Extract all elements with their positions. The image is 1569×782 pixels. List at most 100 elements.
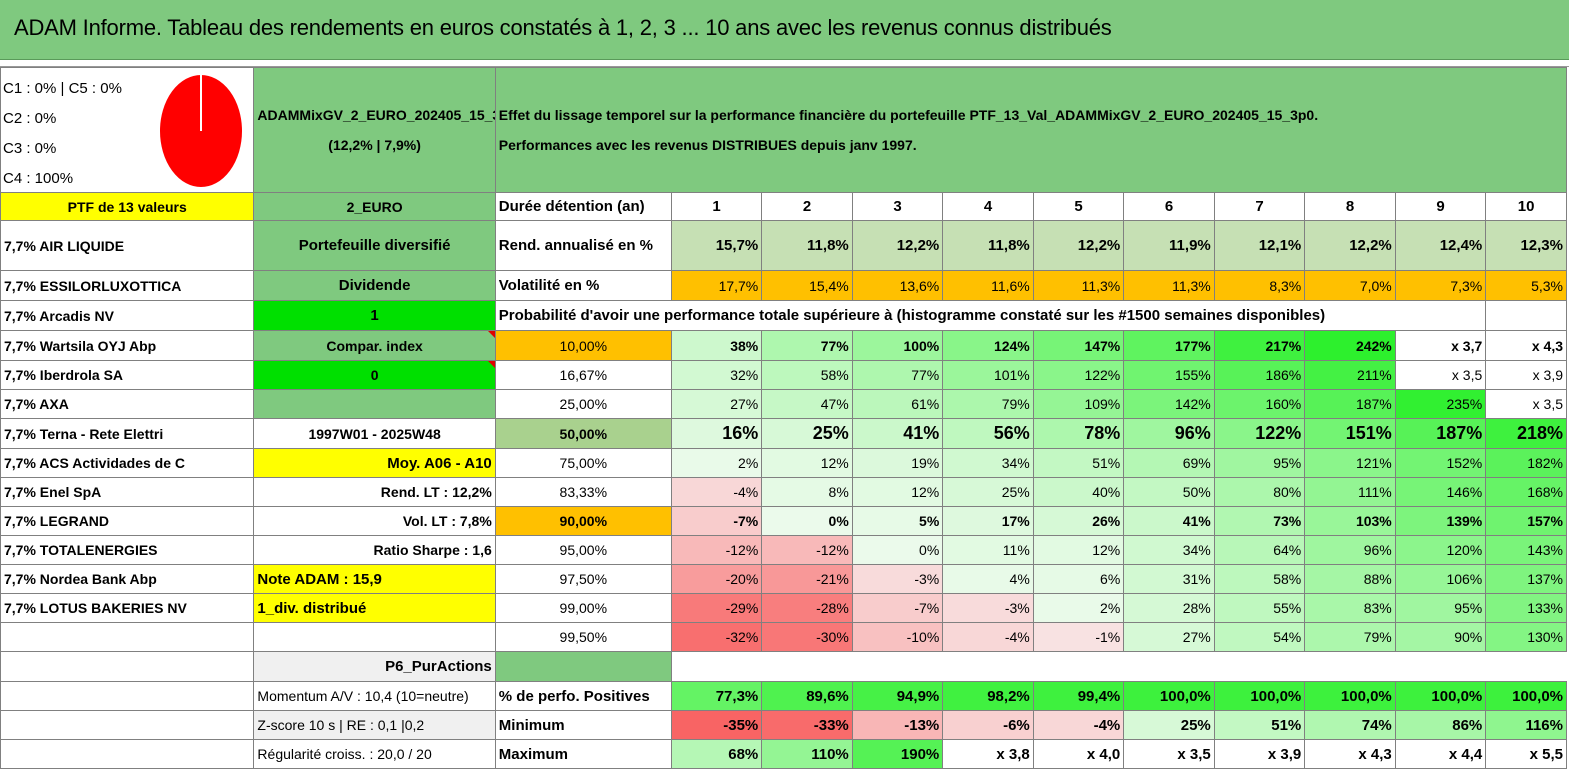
probability-value: 120% <box>1394 535 1487 565</box>
probability-value: -1% <box>1032 622 1125 652</box>
fund-name: ADAMMixGV_2_EURO_202405_15_3p0 <box>257 107 496 123</box>
holding-item: 7,7% LOTUS BAKERIES NV <box>0 593 255 623</box>
vol-value: 5,3% <box>1485 270 1567 301</box>
year-header: 10 <box>1485 192 1567 221</box>
minimum-value: 116% <box>1485 710 1567 740</box>
probability-value: 51% <box>1032 448 1125 478</box>
description-cell: Effet du lissage temporel sur la perform… <box>494 67 1568 193</box>
probability-value: x 4,3 <box>1485 330 1567 361</box>
probability-level: 90,00% <box>494 506 672 536</box>
holding-item: 7,7% Arcadis NV <box>0 300 255 331</box>
probability-value: 31% <box>1123 564 1215 594</box>
probability-value: 79% <box>942 389 1034 419</box>
probability-value: 32% <box>670 360 763 390</box>
probability-value: 2% <box>670 448 763 478</box>
holding-item: 7,7% AXA <box>0 389 255 419</box>
probability-value: -30% <box>761 622 853 652</box>
compar-index-value: 0 <box>253 360 496 390</box>
pie-label-c4: C4 : 100% <box>3 170 74 187</box>
probability-value: 122% <box>1032 360 1125 390</box>
probability-value: 155% <box>1123 360 1215 390</box>
probability-value: -4% <box>942 622 1034 652</box>
maximum-value: x 4,4 <box>1394 739 1487 769</box>
probability-value: 12% <box>851 477 944 507</box>
year-header: 9 <box>1394 192 1487 221</box>
vol-label: Volatilité en % <box>494 270 672 301</box>
rend-value: 12,3% <box>1485 220 1567 271</box>
probability-level: 83,33% <box>494 477 672 507</box>
portfolio-type: Portefeuille diversifié <box>253 220 496 271</box>
vol-value: 11,6% <box>942 270 1034 301</box>
probability-value: 151% <box>1304 418 1396 449</box>
vol-value: 8,3% <box>1213 270 1306 301</box>
positive-value: 100,0% <box>1485 681 1567 711</box>
positive-value: 100,0% <box>1123 681 1215 711</box>
positive-value: 94,9% <box>851 681 944 711</box>
minimum-value: -33% <box>761 710 853 740</box>
probability-value: 55% <box>1213 593 1306 623</box>
duration-label: Durée détention (an) <box>494 192 672 221</box>
probability-value: 78% <box>1032 418 1125 449</box>
probability-value: 27% <box>1123 622 1215 652</box>
probability-value: 38% <box>670 330 763 361</box>
probability-value: 5% <box>851 506 944 536</box>
probability-value: 54% <box>1213 622 1306 652</box>
probability-value: 26% <box>1032 506 1125 536</box>
vol-lt: Vol. LT : 7,8% <box>253 506 496 536</box>
probability-value: 12% <box>761 448 853 478</box>
empty-cell <box>671 652 1566 682</box>
period-range: 1997W01 - 2025W48 <box>253 418 496 449</box>
probability-level: 99,00% <box>494 593 672 623</box>
dividend-value: 1 <box>253 300 496 331</box>
pie-label-c1c5: C1 : 0% | C5 : 0% <box>3 80 122 97</box>
holding-item: 7,7% TOTALENERGIES <box>0 535 255 565</box>
year-header: 2 <box>761 192 853 221</box>
probability-value: -28% <box>761 593 853 623</box>
moy-range: Moy. A06 - A10 <box>253 448 496 478</box>
holding-item: 7,7% Nordea Bank Abp <box>0 564 255 594</box>
separator <box>0 60 1569 67</box>
rend-value: 11,8% <box>761 220 853 271</box>
probability-value: 106% <box>1394 564 1487 594</box>
momentum-value: Momentum A/V : 10,4 (10=neutre) <box>253 681 496 711</box>
empty-info-cell <box>253 389 496 419</box>
maximum-value: 190% <box>851 739 944 769</box>
probability-value: 58% <box>1213 564 1306 594</box>
probability-value: -3% <box>942 593 1034 623</box>
probability-value: 242% <box>1304 330 1396 361</box>
performance-table: C1 : 0% | C5 : 0% C2 : 0% C3 : 0% C4 : 1… <box>0 67 1568 769</box>
positive-label: % de perfo. Positives <box>494 681 672 711</box>
probability-value: 79% <box>1304 622 1396 652</box>
probability-value: 122% <box>1213 418 1306 449</box>
probability-value: 143% <box>1485 535 1567 565</box>
probability-value: 88% <box>1304 564 1396 594</box>
vol-value: 13,6% <box>851 270 944 301</box>
probability-value: 100% <box>851 330 944 361</box>
dividend-label: Dividende <box>253 270 496 301</box>
probability-value: 34% <box>942 448 1034 478</box>
vol-value: 7,0% <box>1304 270 1396 301</box>
probability-level: 16,67% <box>494 360 672 390</box>
probability-value: 211% <box>1304 360 1396 390</box>
fund-stats: (12,2% | 7,9%) <box>328 137 421 153</box>
probability-value: 160% <box>1213 389 1306 419</box>
probability-value: -7% <box>851 593 944 623</box>
holding-item: 7,7% Terna - Rete Elettri <box>0 418 255 449</box>
holding-item: 7,7% LEGRAND <box>0 506 255 536</box>
probability-value: x 3,9 <box>1485 360 1567 390</box>
pie-legend: C1 : 0% | C5 : 0% C2 : 0% C3 : 0% C4 : 1… <box>3 74 122 192</box>
sharpe-ratio: Ratio Sharpe : 1,6 <box>253 535 496 565</box>
probability-value: 157% <box>1485 506 1567 536</box>
rend-value: 12,2% <box>851 220 944 271</box>
probability-value: 41% <box>851 418 944 449</box>
probability-value: -21% <box>761 564 853 594</box>
rend-value: 11,8% <box>942 220 1034 271</box>
empty-cell <box>0 681 255 711</box>
zscore-value: Z-score 10 s | RE : 0,1 |0,2 <box>253 710 496 740</box>
probability-value: 95% <box>1213 448 1306 478</box>
positive-value: 100,0% <box>1304 681 1396 711</box>
year-header: 7 <box>1213 192 1306 221</box>
positive-value: 77,3% <box>670 681 763 711</box>
holding-item: 7,7% ESSILORLUXOTTICA <box>0 270 255 301</box>
probability-value: -29% <box>670 593 763 623</box>
